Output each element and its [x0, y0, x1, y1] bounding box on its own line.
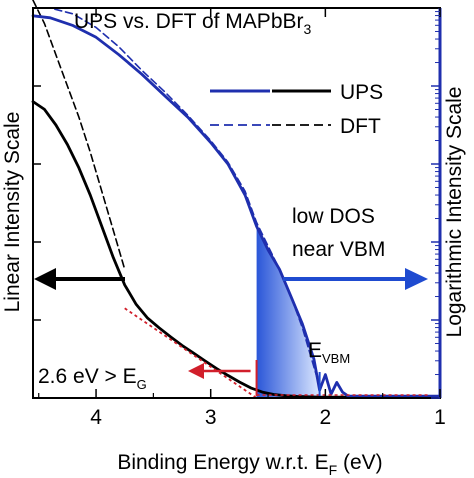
x-tick-label-1: 1	[434, 406, 446, 429]
vbm-linear-fit-line	[124, 307, 258, 399]
chart-title-main: UPS vs. DFT of MAPbBr	[74, 10, 304, 33]
chart-title-subscript: 3	[304, 21, 312, 37]
low-dos-label-line1: low DOS	[292, 205, 375, 228]
gap-arrow-head	[188, 363, 204, 379]
y-axis-right-title: Logarithmic Intensity Scale	[443, 87, 466, 338]
series-dft-log	[32, 7, 321, 388]
tick-layer: 4 3 2 1	[33, 8, 446, 429]
annotation-layer	[34, 268, 429, 399]
band-gap-label: 2.6 eV > EG	[38, 365, 147, 392]
legend-ups-label: UPS	[340, 81, 383, 104]
e-vbm-label-subscript: VBM	[322, 351, 350, 366]
series-ups-log	[31, 14, 442, 398]
x-axis-title-unit: (eV)	[337, 451, 383, 474]
shaded-region-layer	[256, 226, 320, 398]
x-tick-label-4: 4	[90, 406, 102, 429]
low-dos-label-line2: near VBM	[292, 238, 385, 261]
e-vbm-label: EVBM	[308, 339, 350, 366]
band-gap-label-subscript: G	[137, 377, 147, 392]
x-axis-title-main: Binding Energy w.r.t. E	[117, 451, 328, 474]
series-layer	[31, 0, 442, 399]
band-gap-label-main: 2.6 eV > E	[38, 365, 137, 388]
log-axis-arrow-head	[405, 268, 428, 290]
series-dft-linear	[32, 0, 126, 271]
e-vbm-label-main: E	[308, 339, 322, 362]
chart-title: UPS vs. DFT of MAPbBr3	[74, 10, 312, 37]
x-axis-title: Binding Energy w.r.t. EF (eV)	[117, 451, 382, 478]
y-axis-left-title: Linear Intensity Scale	[1, 112, 24, 313]
legend-dft-label: DFT	[340, 115, 381, 138]
legend: UPS DFT	[210, 81, 383, 138]
x-axis-title-subscript: F	[329, 462, 338, 478]
shaded-low-dos-region	[256, 226, 320, 398]
linear-axis-arrow-head	[34, 268, 56, 290]
x-tick-label-3: 3	[205, 406, 217, 429]
x-tick-label-2: 2	[320, 406, 332, 429]
